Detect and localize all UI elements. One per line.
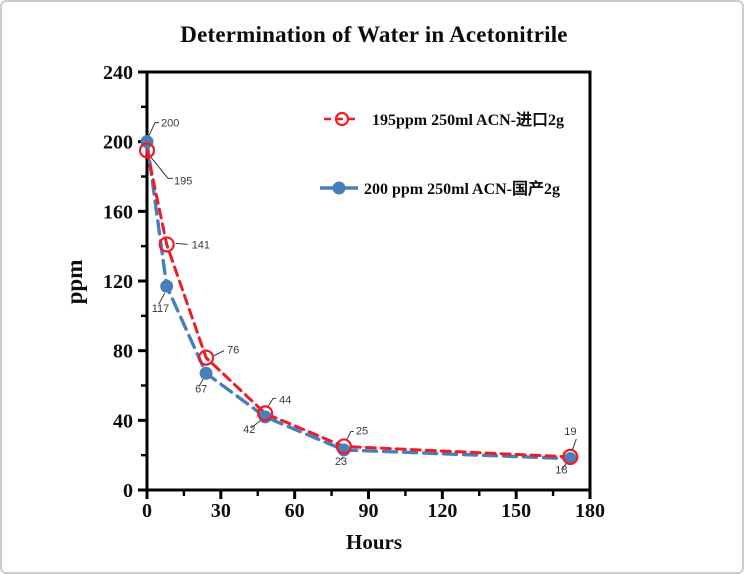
- data-label-leader: [346, 430, 354, 440]
- x-tick-label: 30: [211, 500, 231, 522]
- series-domestic-marker: [160, 279, 174, 293]
- series-imported-marker: [562, 448, 579, 466]
- legend-label: 195ppm 250ml ACN-进口2g: [372, 111, 564, 129]
- x-tick-label: 0: [142, 500, 152, 522]
- data-label: 117: [152, 303, 170, 315]
- x-tick-label: 90: [359, 500, 379, 522]
- legend-entry-imported: 195ppm 250ml ACN-进口2g: [324, 111, 564, 129]
- data-label: 25: [356, 425, 368, 437]
- series-domestic-marker: [199, 366, 213, 380]
- data-label: 18: [555, 465, 567, 477]
- data-label: 76: [227, 345, 239, 357]
- x-tick-label: 60: [285, 500, 305, 522]
- y-tick-label: 120: [103, 271, 133, 293]
- y-tick-label: 0: [123, 480, 133, 502]
- series-domestic-line: [145, 139, 573, 461]
- plot-frame: [145, 70, 592, 492]
- data-label-leader: [198, 379, 204, 387]
- y-tick-label: 160: [103, 201, 133, 223]
- series-imported-line: [145, 148, 572, 459]
- data-label-leader: [560, 463, 567, 470]
- data-label-leader: [267, 397, 277, 407]
- data-label-leader: [158, 292, 166, 305]
- x-tick-label: 120: [427, 500, 457, 522]
- data-label: 42: [243, 424, 255, 436]
- y-tick-label: 240: [103, 62, 133, 84]
- series-imported-marker: [138, 142, 156, 159]
- data-label-leader: [148, 122, 159, 136]
- y-tick-label: 200: [103, 132, 133, 154]
- data-label: 141: [192, 239, 210, 251]
- data-label-leader: [175, 242, 188, 245]
- legend-entry-domestic: 200 ppm 250ml ACN-国产2g: [320, 179, 560, 198]
- series-imported-marker: [197, 349, 215, 366]
- legend-label: 200 ppm 250ml ACN-国产2g: [364, 179, 560, 198]
- x-tick-label: 180: [575, 500, 605, 522]
- series-imported-marker: [335, 438, 352, 455]
- data-label-leader: [213, 350, 225, 357]
- data-label-leader: [150, 157, 173, 179]
- y-tick-label: 80: [113, 341, 133, 363]
- x-tick-label: 150: [501, 500, 531, 522]
- data-label: 19: [564, 426, 576, 438]
- series-imported-marker: [257, 405, 274, 422]
- data-label-leader: [571, 438, 577, 451]
- data-label: 195: [174, 175, 192, 187]
- y-tick-label: 40: [113, 410, 133, 432]
- series-imported-marker: [158, 236, 175, 253]
- data-label: 23: [335, 456, 347, 468]
- chart-title: Determination of Water in Acetonitrile: [180, 22, 568, 47]
- data-label-leader: [250, 420, 261, 429]
- data-label: 44: [279, 394, 291, 406]
- legend-marker: [332, 181, 346, 195]
- legend-marker: [334, 111, 350, 127]
- data-label: 200: [161, 118, 179, 130]
- data-label: 67: [195, 383, 207, 395]
- data-label-leader: [340, 456, 344, 461]
- x-axis-title: Hours: [345, 530, 402, 554]
